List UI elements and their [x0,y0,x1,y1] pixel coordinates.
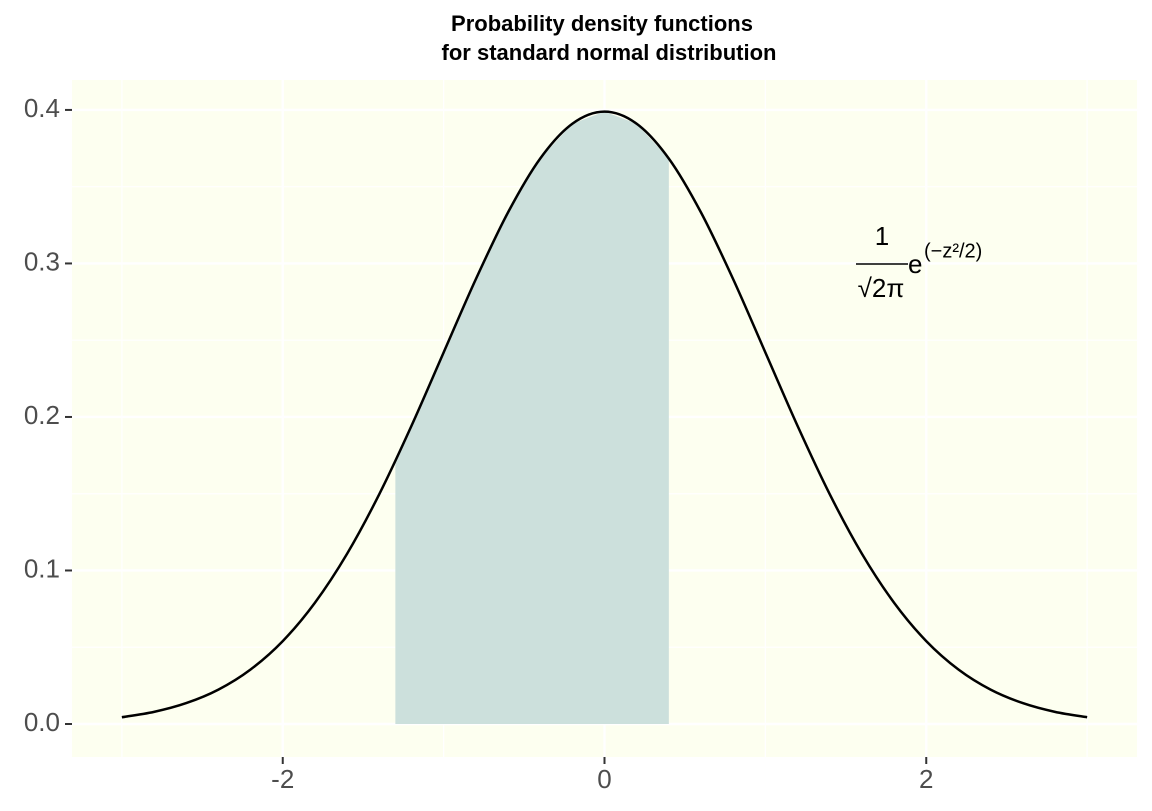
y-tick-label: 0.0 [24,707,60,737]
formula-numerator: 1 [875,221,889,251]
formula-exponent: (−z²/2) [924,240,982,262]
y-tick-label: 0.2 [24,400,60,430]
y-tick-label: 0.4 [24,93,60,123]
x-tick-label: -2 [271,764,294,794]
y-tick-label: 0.3 [24,246,60,276]
shaded-area [395,111,669,724]
chart-subtitle: for standard normal distribution [442,40,777,65]
formula-denominator: √2π [858,273,905,303]
x-tick-label: 0 [597,764,611,794]
formula-annotation: 1 √2πe (−z²/2) [856,221,982,303]
chart-title: Probability density functions [451,11,753,36]
formula-base: e [908,249,922,279]
y-tick-label: 0.1 [24,553,60,583]
x-tick-label: 2 [919,764,933,794]
density-curve [121,110,1088,719]
